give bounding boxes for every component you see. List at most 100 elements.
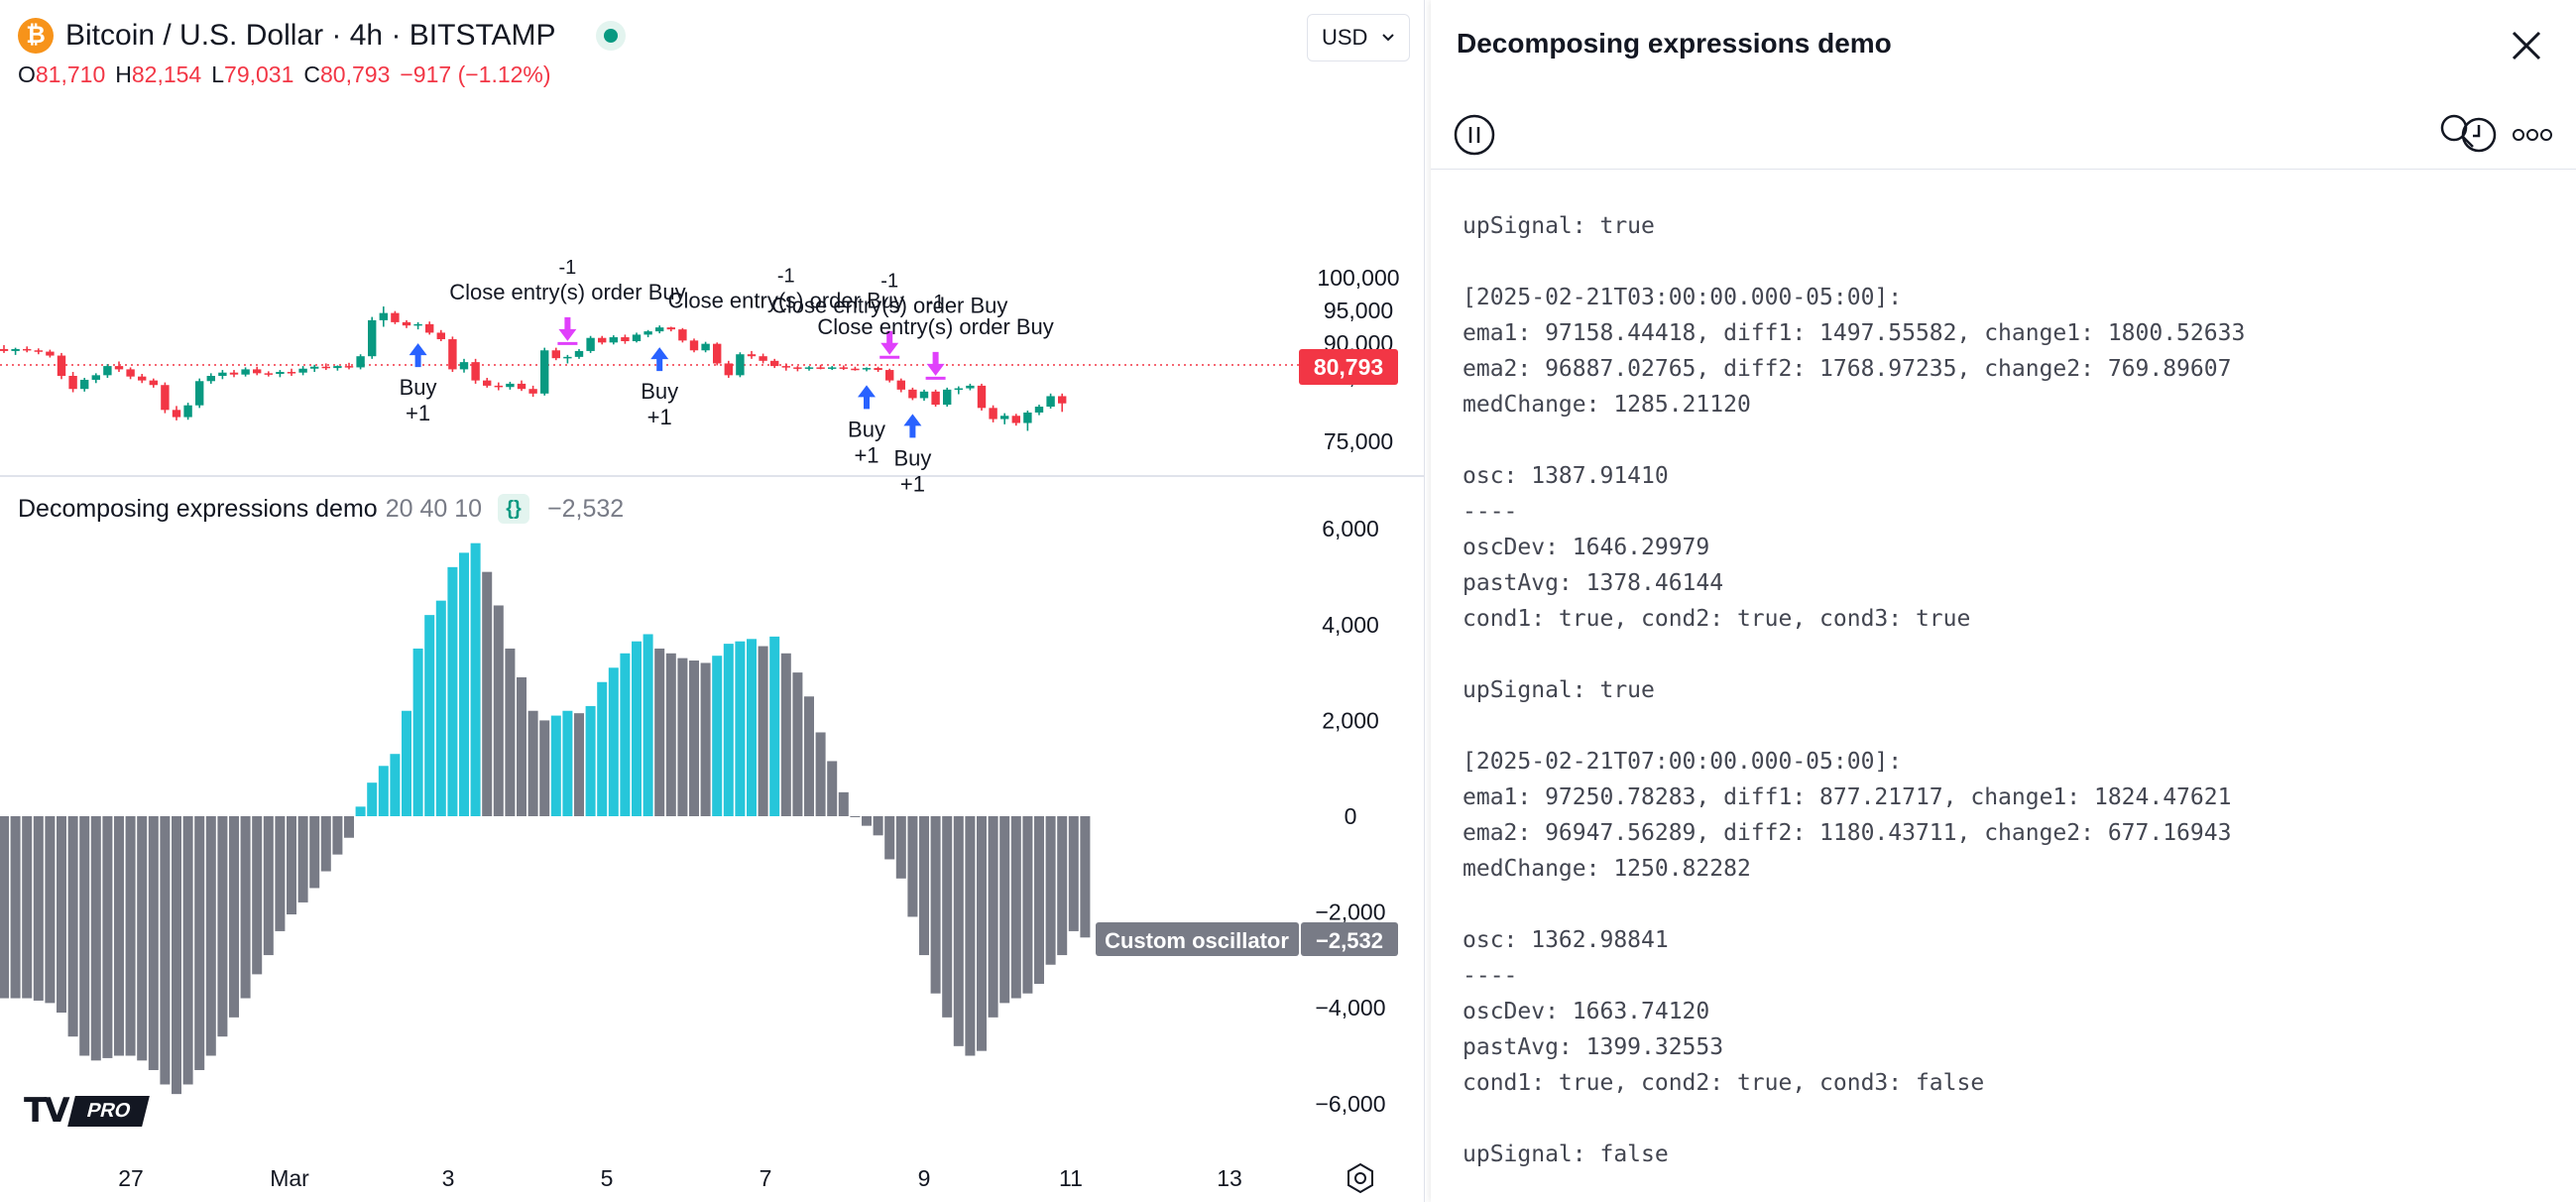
pause-button[interactable] [1451,111,1498,159]
oscillator-column [447,566,458,816]
symbol-header[interactable]: ₿ Bitcoin / U.S. Dollar · 4h · BITSTAMP [18,14,626,58]
close-label: C [303,61,321,87]
oscillator-column [1057,816,1068,956]
history-button[interactable] [2455,111,2503,159]
log-line: cond1: true, cond2: true, cond3: true [1463,606,1971,632]
oscillator-axis-label: −2,000 [1316,900,1386,925]
log-line: ema1: 97250.78283, diff1: 877.21717, cha… [1463,784,2232,810]
candle-body [517,383,527,390]
oscillator-column [632,641,642,816]
close-order-qty: -1 [777,265,795,287]
source-code-icon[interactable]: {} [498,494,530,524]
high-label: H [115,61,132,87]
market-status-icon[interactable] [595,21,626,51]
candle-body [459,362,469,370]
oscillator-column [919,816,929,956]
candle-body [11,348,20,351]
candle-body [781,366,790,368]
change-value: −917 (−1.12%) [400,61,551,87]
oscillator-column [148,816,159,1070]
candle-body [138,376,147,381]
candle-body [885,370,894,381]
more-options-button[interactable] [2509,111,2556,159]
candle-body [931,391,940,406]
log-line [1463,1101,2245,1137]
oscillator-axis-label: 2,000 [1322,707,1379,733]
oscillator-column [1080,816,1091,938]
oscillator-column [459,552,469,816]
time-axis-label: 27 [118,1165,144,1191]
candle-body [183,405,192,418]
oscillator-column [482,571,493,816]
oscillator-column [137,816,148,1061]
oscillator-column [0,816,9,999]
oscillator-column [977,816,987,1051]
log-line: oscDev: 1663.74120 [1463,999,1710,1024]
candle-body [229,372,239,375]
candle-body [551,350,560,359]
candle-body [759,356,767,361]
close-order-bar [925,376,946,380]
oscillator-column [712,656,723,816]
close-button[interactable] [2505,24,2548,67]
oscillator-column [309,816,320,889]
oscillator-column [677,658,688,816]
oscillator-column [182,816,193,1085]
log-line: medChange: 1285.21120 [1463,392,1751,418]
log-output[interactable]: upSignal: true [2025-02-21T03:00:00.000-0… [1463,208,2245,1172]
oscillator-column [297,816,308,902]
tradingview-logo-icon: TV [24,1091,69,1131]
log-line [1463,422,2245,458]
candle-body [747,354,757,357]
oscillator-column [780,653,791,816]
oscillator-value-tag: −2,532 [1316,928,1383,953]
tradingview-logo[interactable]: TV PRO [24,1091,150,1131]
oscillator-axis-label: 6,000 [1322,516,1379,541]
chevron-down-icon [1382,34,1394,42]
oscillator-column [873,816,883,836]
oscillator-column [654,648,665,816]
candle-body [368,319,377,357]
symbol-title[interactable]: Bitcoin / U.S. Dollar · 4h · BITSTAMP [65,19,556,52]
oscillator-column [907,816,918,917]
log-line: pastAvg: 1378.46144 [1463,570,1724,596]
oscillator-column [665,653,676,816]
indicator-legend[interactable]: Decomposing expressions demo 20 40 10 {}… [18,494,624,524]
candle-body [966,385,975,389]
chart-settings-icon[interactable] [1347,1162,1373,1194]
chart-panel[interactable]: ₿ Bitcoin / U.S. Dollar · 4h · BITSTAMP … [0,0,1425,1202]
candle-body [793,367,802,369]
time-axis-label: 11 [1059,1165,1083,1191]
close-order-bar [557,341,578,345]
oscillator-axis-label: −4,000 [1316,995,1386,1021]
candle-body [333,366,342,369]
last-price-tag-text: 80,793 [1314,354,1383,380]
candle-body [321,366,330,369]
buy-order-label: Buy [893,445,931,470]
currency-selector[interactable]: USD [1307,14,1410,61]
oscillator-column [620,653,631,816]
candle-body [276,372,285,375]
oscillator-column [988,816,998,1018]
close-order-label: Close entry(s) order Buy [771,294,1007,318]
candle-body [1046,396,1055,408]
oscillator-column [953,816,964,1046]
log-line: ---- [1463,963,1518,989]
high-value: 82,154 [131,61,202,87]
oscillator-column [320,816,331,872]
log-line: ---- [1463,499,1518,525]
last-price-tag: 80,793 [1299,349,1398,385]
oscillator-column [815,732,826,816]
candle-body [57,355,66,376]
candle-body [241,369,250,375]
oscillator-column [125,816,136,1056]
candle-body [609,337,618,343]
candle-body [989,408,997,420]
candle-body [23,348,32,351]
candle-body [0,348,9,351]
buy-order-label: Buy [400,375,437,400]
more-options-icon [2513,129,2552,141]
indicator-name[interactable]: Decomposing expressions demo [18,494,378,523]
candle-body [977,385,987,409]
